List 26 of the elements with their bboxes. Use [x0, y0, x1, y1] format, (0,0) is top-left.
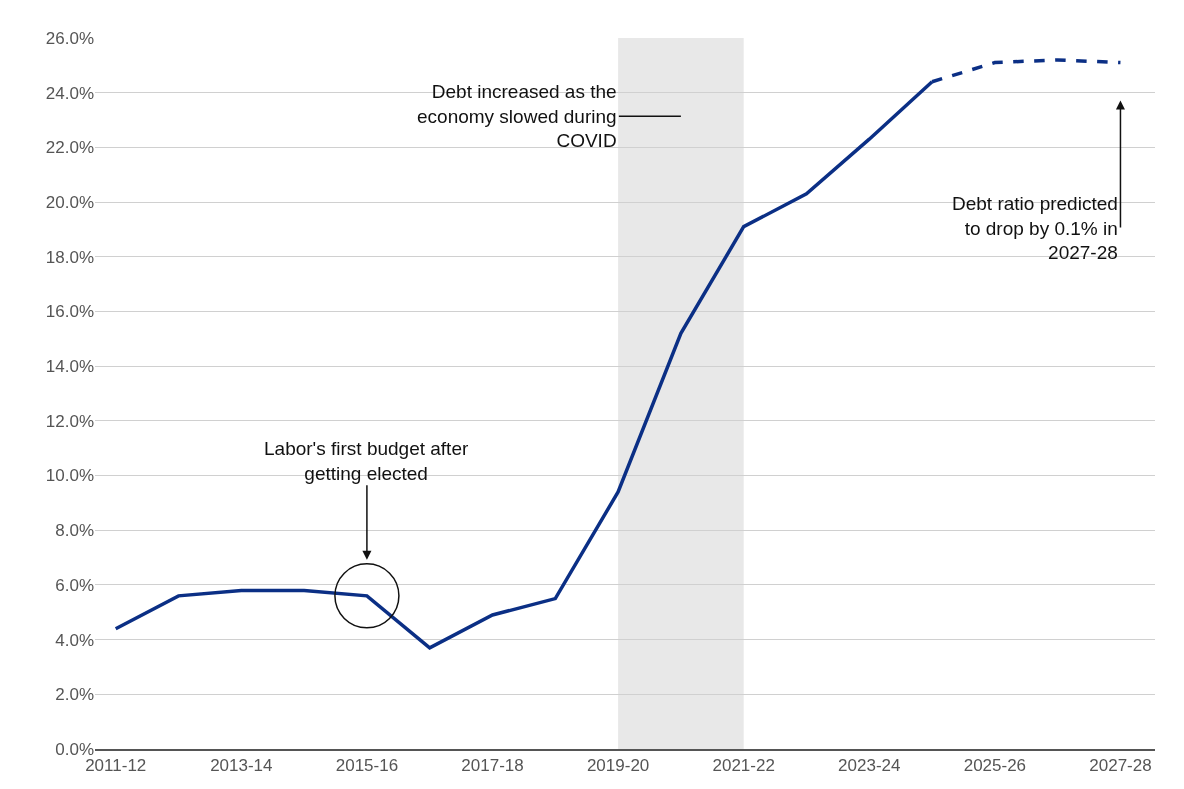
annotation: Debt increased as the economy slowed during COVID — [417, 81, 617, 152]
annotation: Debt ratio predicted to drop by 0.1% in 2027-28 — [952, 193, 1118, 264]
y-tick-label: 4.0% — [55, 630, 94, 650]
y-tick-label: 0.0% — [55, 739, 94, 759]
y-tick-label: 8.0% — [55, 521, 94, 541]
x-tick-label: 2025-26 — [963, 756, 1027, 776]
x-tick-label: 2013-14 — [210, 756, 273, 776]
y-tick-label: 2.0% — [55, 685, 94, 705]
y-tick-label: 16.0% — [45, 302, 94, 322]
x-tick-label: 2017-18 — [461, 756, 524, 776]
x-tick-label: 2023-24 — [838, 756, 901, 776]
annotation: Labor's first budget after getting elected — [264, 438, 469, 484]
x-tick-label: 2019-20 — [586, 756, 650, 776]
x-tick-label: 2011-12 — [85, 756, 147, 776]
x-tick-label: 2015-16 — [335, 756, 399, 776]
y-tick-label: 26.0% — [45, 28, 94, 48]
y-tick-label: 22.0% — [45, 138, 94, 158]
y-tick-label: 18.0% — [45, 247, 94, 267]
y-tick-label: 14.0% — [45, 357, 94, 377]
y-tick-label: 12.0% — [45, 411, 94, 431]
y-tick-label: 20.0% — [45, 193, 94, 213]
y-tick-label: 10.0% — [45, 466, 94, 486]
y-tick-label: 6.0% — [55, 575, 94, 595]
y-tick-label: 24.0% — [45, 83, 94, 103]
x-tick-label: 2027-28 — [1089, 756, 1152, 776]
x-tick-label: 2021-22 — [712, 756, 775, 776]
